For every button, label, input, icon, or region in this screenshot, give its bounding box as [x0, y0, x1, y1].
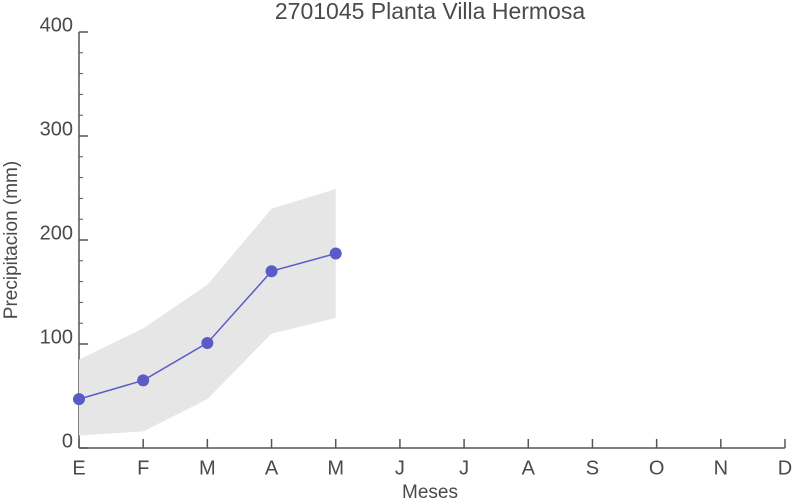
data-point	[73, 393, 85, 406]
x-tick-label: S	[586, 457, 599, 479]
y-tick-label: 100	[40, 326, 73, 348]
x-tick-label: D	[778, 457, 792, 479]
data-point	[137, 374, 150, 387]
x-tick-label: M	[199, 457, 216, 479]
chart-title: 2701045 Planta Villa Hermosa	[275, 0, 585, 24]
range-band	[79, 189, 336, 436]
y-tick-label: 0	[62, 430, 73, 452]
y-tick-label: 300	[40, 118, 73, 140]
x-tick-label: F	[137, 457, 149, 479]
y-axis-label: Precipitacion (mm)	[1, 161, 22, 319]
x-tick-label: N	[714, 457, 728, 479]
x-tick-label: O	[649, 457, 665, 479]
x-tick-label: E	[72, 457, 85, 479]
x-tick-label: M	[327, 457, 344, 479]
y-tick-label: 400	[40, 14, 73, 36]
data-point	[329, 247, 342, 260]
x-axis-label: Meses	[402, 482, 458, 503]
data-point	[265, 265, 278, 278]
y-tick-label: 200	[40, 222, 73, 244]
x-tick-label: J	[459, 457, 469, 479]
x-tick-label: J	[395, 457, 405, 479]
data-point	[201, 336, 214, 349]
x-tick-label: A	[265, 457, 279, 479]
x-tick-label: A	[522, 457, 536, 479]
